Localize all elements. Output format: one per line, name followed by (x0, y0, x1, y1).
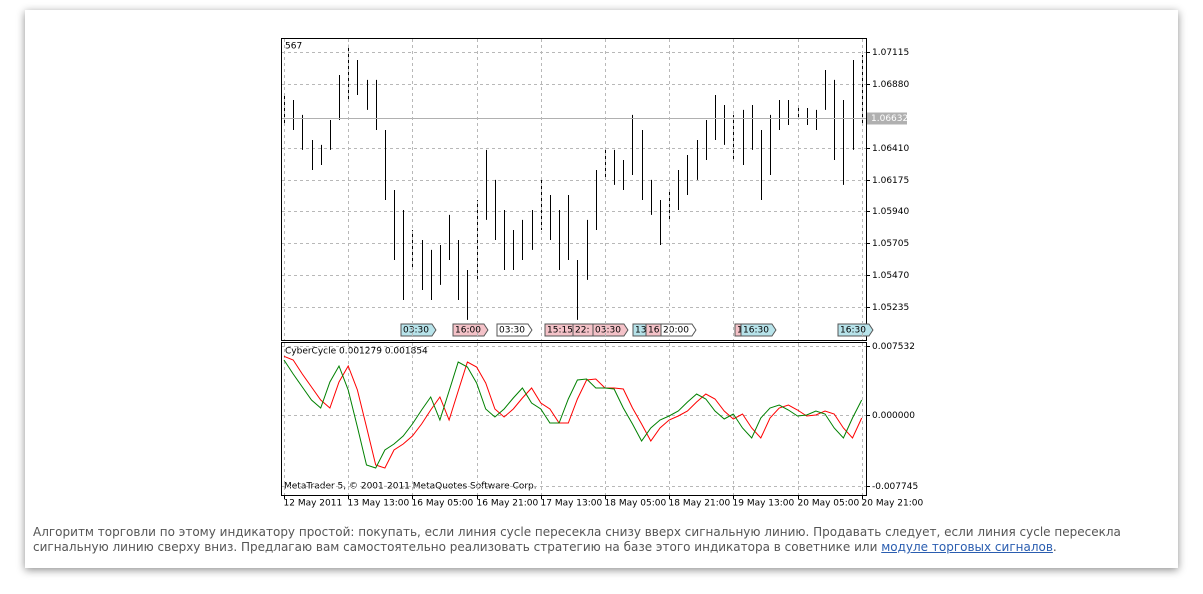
current-price-label: 1.06632 (871, 114, 908, 124)
y-tick-label: 0.000000 (872, 411, 915, 421)
session-label: 1 (737, 326, 743, 336)
session-box (452, 323, 489, 337)
indicator-line (283, 359, 863, 469)
y-tick-label: 1.06410 (872, 144, 909, 154)
article-text: Алгоритм торговли по этому индикатору пр… (33, 525, 1173, 555)
session-label: 15:15 (547, 326, 573, 336)
y-tick-label: 1.05940 (872, 207, 909, 217)
y-tick-label: 1.05705 (872, 239, 909, 249)
chart: 567 CyberCycle 0.001279 0.001854 MetaTra… (281, 38, 924, 509)
paragraph: Алгоритм торговли по этому индикатору пр… (33, 525, 1121, 554)
y-tick-label: 1.07115 (872, 48, 909, 58)
session-label: 20:00 (663, 326, 689, 336)
indicator-pane (281, 342, 867, 496)
x-tick-label: 20 May 05:00 (798, 499, 860, 509)
y-tick-label: 1.06175 (872, 176, 909, 186)
x-tick-label: 16 May 05:00 (412, 499, 474, 509)
x-tick-label: 19 May 13:00 (733, 499, 795, 509)
session-label: 03:30 (403, 326, 429, 336)
y-tick-label: 1.05470 (872, 271, 909, 281)
x-tick-label: 12 May 2011 (284, 499, 343, 509)
x-tick-label: 18 May 21:00 (669, 499, 731, 509)
session-label: 16:30 (743, 326, 769, 336)
y-tick-label: -0.007745 (872, 482, 918, 492)
x-tick-label: 16 May 21:00 (477, 499, 539, 509)
x-tick-label: 13 May 13:00 (348, 499, 410, 509)
symbol-label: 567 (285, 42, 302, 52)
session-label: 03:30 (499, 326, 525, 336)
session-label: 16:30 (840, 326, 866, 336)
session-label: 16: (648, 326, 662, 336)
session-label: 13 (635, 326, 646, 336)
session-label: 03:30 (595, 326, 621, 336)
paragraph-end: . (1052, 540, 1057, 554)
session-box (400, 323, 437, 337)
y-tick-label: 0.007532 (872, 342, 915, 352)
session-box (592, 323, 629, 337)
session-box (740, 323, 777, 337)
x-tick-label: 20 May 21:00 (862, 499, 924, 509)
indicator-label: CyberCycle 0.001279 0.001854 (285, 347, 428, 357)
current-price-box (867, 112, 907, 125)
session-label: 22: (575, 326, 589, 336)
session-box (496, 323, 533, 337)
session-label: 16:00 (455, 326, 481, 336)
y-tick-label: 1.06880 (872, 80, 909, 90)
session-box (837, 323, 874, 337)
y-tick-label: 1.05235 (872, 303, 909, 313)
indicator-line (283, 355, 863, 469)
x-tick-label: 17 May 13:00 (541, 499, 603, 509)
price-pane (281, 38, 867, 341)
x-tick-label: 18 May 05:00 (605, 499, 667, 509)
signals-link[interactable]: модуле торговых сигналов (881, 540, 1053, 554)
